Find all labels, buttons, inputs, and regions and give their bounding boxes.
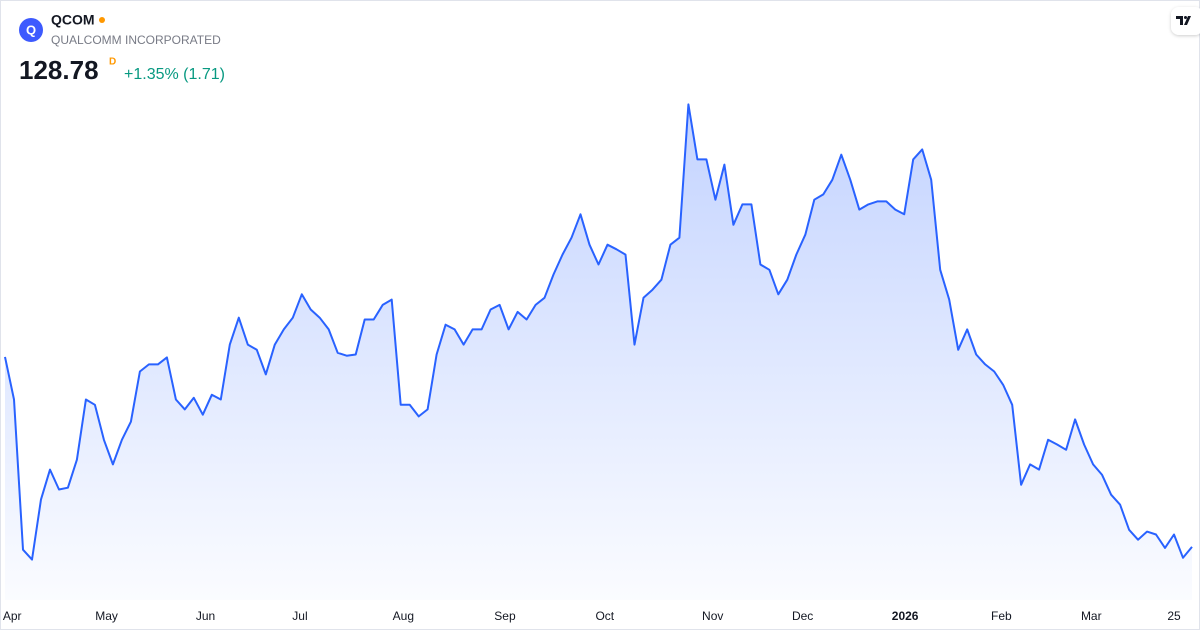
logo-glyph-dot xyxy=(1184,16,1187,19)
logo-circle xyxy=(19,18,43,42)
plot-area: Apr May Jun Jul Aug Sep Oct Nov Dec 2026 Feb Mar 25 xyxy=(3,103,1193,623)
x-tick-label: 2026 xyxy=(892,609,919,623)
x-tick-label: Aug xyxy=(393,609,414,623)
x-tick-label: Jun xyxy=(196,609,215,623)
x-tick-label: May xyxy=(95,609,118,623)
x-tick-label: Sep xyxy=(494,609,516,623)
market-status-dot xyxy=(99,17,105,23)
symbol[interactable]: QCOM xyxy=(51,12,95,28)
x-tick-label: Mar xyxy=(1081,609,1102,623)
last-price: 128.78 xyxy=(19,55,99,85)
company-name: QUALCOMM INCORPORATED xyxy=(51,33,221,47)
x-tick-label: Dec xyxy=(792,609,813,623)
x-tick-label: Apr xyxy=(3,609,22,623)
logo-letter: Q xyxy=(26,22,36,37)
price-change: +1.35% (1.71) xyxy=(124,66,225,83)
tradingview-logo[interactable] xyxy=(1171,7,1200,35)
x-tick-label: 25 xyxy=(1167,609,1181,623)
logo-badge[interactable] xyxy=(1171,7,1200,35)
x-tick-label: Nov xyxy=(702,609,723,623)
price-line xyxy=(4,103,1193,561)
price-area xyxy=(5,104,1192,601)
x-tick-label: Oct xyxy=(595,609,614,623)
x-tick-label: Feb xyxy=(991,609,1012,623)
logo-glyph xyxy=(1176,16,1191,25)
x-tick-label: Jul xyxy=(292,609,307,623)
interval-badge: D xyxy=(109,57,116,68)
